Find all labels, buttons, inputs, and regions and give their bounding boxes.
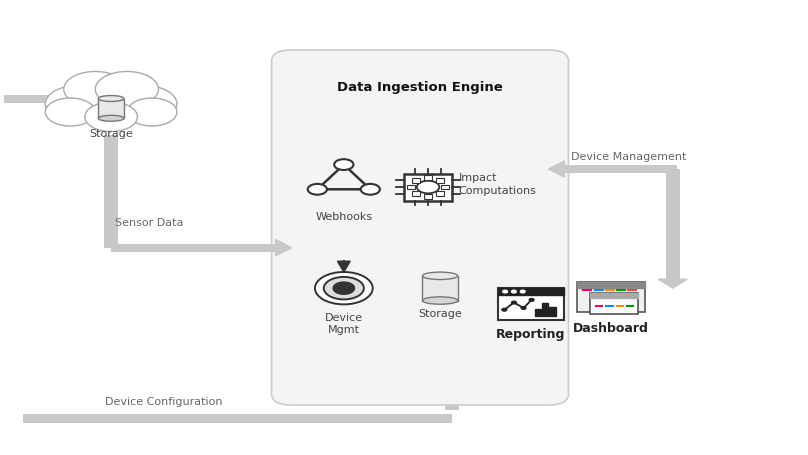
Ellipse shape <box>99 115 124 121</box>
Text: Device Configuration: Device Configuration <box>104 397 222 407</box>
Bar <box>4 96 54 103</box>
Bar <box>436 178 444 182</box>
Bar <box>590 293 638 298</box>
Circle shape <box>334 283 354 294</box>
Bar <box>441 185 449 189</box>
Text: Dashboard: Dashboard <box>573 322 649 335</box>
Bar <box>412 178 420 182</box>
Circle shape <box>511 301 516 304</box>
Polygon shape <box>54 91 69 107</box>
Bar <box>424 194 432 199</box>
Bar <box>498 288 564 319</box>
Bar <box>498 288 564 295</box>
Text: Device Management: Device Management <box>571 152 686 162</box>
Polygon shape <box>276 240 292 256</box>
Circle shape <box>45 98 95 126</box>
Bar <box>423 276 458 301</box>
Circle shape <box>502 308 507 311</box>
Bar <box>577 282 645 313</box>
Circle shape <box>511 290 516 293</box>
Circle shape <box>521 307 526 309</box>
Circle shape <box>315 272 372 304</box>
Circle shape <box>360 184 380 195</box>
Bar <box>535 309 541 316</box>
Bar <box>542 303 549 316</box>
Circle shape <box>308 184 327 195</box>
Circle shape <box>85 102 137 131</box>
Circle shape <box>112 86 177 122</box>
Text: Impact
Computations: Impact Computations <box>459 173 537 197</box>
Circle shape <box>95 71 158 107</box>
Bar <box>549 307 556 316</box>
Bar <box>577 282 645 288</box>
Bar <box>112 244 276 252</box>
Bar <box>412 192 420 196</box>
Polygon shape <box>338 261 350 272</box>
Circle shape <box>335 159 353 170</box>
Bar <box>104 135 118 248</box>
Bar <box>99 99 124 118</box>
Polygon shape <box>549 161 565 177</box>
Bar <box>407 185 415 189</box>
FancyBboxPatch shape <box>271 50 569 405</box>
Circle shape <box>417 181 440 193</box>
Bar <box>565 165 677 173</box>
Polygon shape <box>659 279 688 288</box>
Text: Device
Mgmt: Device Mgmt <box>325 313 363 335</box>
Circle shape <box>503 290 507 293</box>
Ellipse shape <box>423 272 458 279</box>
Circle shape <box>324 277 364 299</box>
Ellipse shape <box>99 96 124 101</box>
Text: Storage: Storage <box>419 309 462 319</box>
Bar <box>23 415 452 423</box>
Text: Webhooks: Webhooks <box>315 212 372 222</box>
Bar <box>436 192 444 196</box>
Text: Reporting: Reporting <box>496 328 566 341</box>
Bar <box>590 293 638 314</box>
Bar <box>445 394 460 410</box>
Circle shape <box>70 77 152 123</box>
Circle shape <box>64 71 127 107</box>
Text: Data Ingestion Engine: Data Ingestion Engine <box>337 81 503 95</box>
Bar <box>404 173 452 201</box>
Circle shape <box>45 86 112 122</box>
Bar <box>666 169 680 279</box>
Circle shape <box>529 298 534 301</box>
Bar <box>424 175 432 180</box>
Circle shape <box>520 290 525 293</box>
Ellipse shape <box>423 297 458 304</box>
Circle shape <box>127 98 177 126</box>
Text: Storage: Storage <box>89 129 133 139</box>
Text: Sensor Data: Sensor Data <box>115 217 183 228</box>
